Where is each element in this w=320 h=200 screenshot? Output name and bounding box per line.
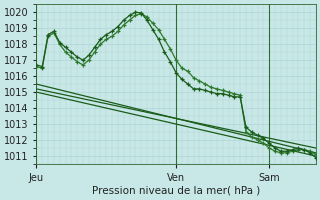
X-axis label: Pression niveau de la mer( hPa ): Pression niveau de la mer( hPa ) (92, 186, 260, 196)
